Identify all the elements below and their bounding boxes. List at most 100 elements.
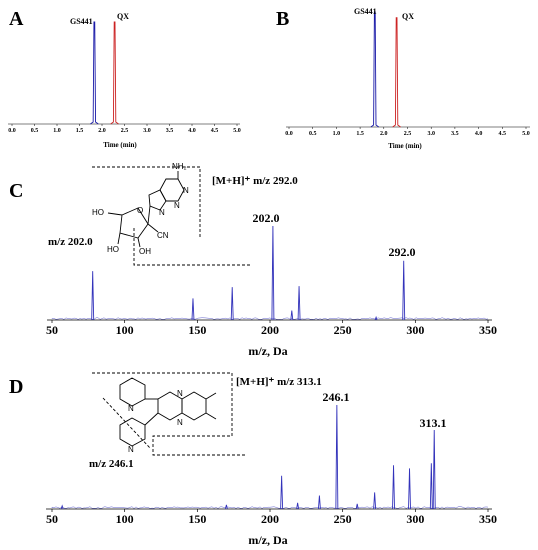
methyl-bond-1 <box>205 392 217 400</box>
pyridyl-bond-2 <box>144 412 159 426</box>
spectrum-d-tick-label: 150 <box>188 512 206 526</box>
spectrum-d-tick-label: 50 <box>46 512 58 526</box>
chromatogram-b-ticks: 0.0 0.5 1.0 1.5 2.0 2.5 3.0 3.5 4.0 4.5 5.0 <box>285 127 530 137</box>
atom-n-1: N <box>183 186 189 195</box>
chrom-a-tick-label: 1.0 <box>53 128 61 134</box>
fragment-cleavage-line <box>102 397 151 449</box>
fragment-label-c: m/z 202.0 <box>48 236 93 248</box>
chrom-b-tick-label: 3.5 <box>451 131 459 137</box>
atom-ho: HO <box>92 208 104 217</box>
atom-oh: OH <box>139 247 151 256</box>
spectrum-c-tick-label: 100 <box>116 323 134 337</box>
spectrum-c-peak-273 <box>374 315 378 321</box>
spectrum-c-peak-215 <box>290 310 294 321</box>
spectrum-c-ticks: 50 100 150 200 250 300 350 <box>46 320 497 337</box>
spectrum-d-tick-label: 300 <box>406 512 424 526</box>
fragment-box-d <box>92 372 245 456</box>
pyridine-ring-2 <box>119 417 146 447</box>
chrom-a-trace-qx <box>110 21 119 125</box>
methyl-bond-2 <box>205 412 217 420</box>
spectrum-d-xlabel: m/z, Da <box>248 533 287 547</box>
atom-n-d3: N <box>177 389 183 398</box>
chrom-a-trace-gs441 <box>90 21 99 125</box>
spectrum-c-peak-220 <box>297 286 301 321</box>
spectrum-c-peak-78 <box>91 271 95 321</box>
spectrum-d-peak-260 <box>355 503 359 510</box>
chrom-a-tick-label: 5.0 <box>233 128 241 134</box>
chrom-b-tick-label: 0.0 <box>285 131 293 137</box>
chrom-a-tick-label: 0.5 <box>31 128 39 134</box>
spectrum-d-noise <box>51 506 489 509</box>
chrom-a-tick-label: 2.5 <box>121 128 129 134</box>
spectrum-c-peak-202 <box>271 225 275 321</box>
hydroxymethyl-bond <box>107 212 123 216</box>
panel-letter-a: A <box>9 8 24 30</box>
atom-ho-2: HO <box>107 245 119 254</box>
panel-letter-d: D <box>9 376 23 398</box>
chromatogram-a-ticks: 0.0 0.5 1.0 1.5 2.0 2.5 3.0 3.5 4.0 4.5 5.0 <box>8 124 241 134</box>
spectrum-d-peak-246 <box>335 404 339 510</box>
atom-cn: CN <box>157 231 169 240</box>
chrom-b-trace-qx <box>392 17 401 128</box>
chrom-a-tick-label: 4.0 <box>188 128 196 134</box>
hydroxyl-bond-2 <box>137 237 141 248</box>
spectrum-d-baseline <box>51 506 489 509</box>
spectrum-d-tick-label: 350 <box>479 512 497 526</box>
chrom-b-tick-label: 5.0 <box>522 131 530 137</box>
chrom-a-tick-label: 0.0 <box>8 128 16 134</box>
spectrum-d-ticks: 50 100 150 200 250 300 350 <box>46 509 497 526</box>
spectrum-d-peak-208 <box>280 475 284 510</box>
chromatogram-b: 0.0 0.5 1.0 1.5 2.0 2.5 3.0 3.5 4.0 4.5 5.0 Time (… <box>285 7 530 150</box>
spectrum-d-peak-285 <box>392 465 395 510</box>
chromatogram-a-traces <box>90 21 119 125</box>
pyrrole-ring <box>148 189 167 211</box>
fragment-box-c-top <box>92 166 201 237</box>
spectrum-c-noise <box>51 317 489 320</box>
precursor-label-d: [M+H]⁺ m/z 313.1 <box>236 376 322 388</box>
peak-name-qx-b: QX <box>402 12 414 21</box>
chrom-a-tick-label: 1.5 <box>76 128 84 134</box>
peak-label-202: 202.0 <box>253 211 280 225</box>
chrom-b-trace-gs441 <box>370 11 380 128</box>
ribose-ring <box>119 207 149 239</box>
peak-name-gs441-b: GS441 <box>354 7 377 16</box>
spectrum-d-peak-296 <box>408 468 411 510</box>
peak-name-gs441-a: GS441 <box>70 17 93 26</box>
spectrum-d-peak-272 <box>373 492 377 510</box>
triazine-ring <box>159 178 185 202</box>
spectrum-c-peak-292 <box>402 260 406 321</box>
atom-n-d2: N <box>128 445 134 454</box>
atom-nh2: NH₂ <box>172 162 187 171</box>
spectrum-c-tick-label: 50 <box>46 323 58 337</box>
spectrum-c-peak-174 <box>230 287 234 321</box>
chrom-b-tick-label: 2.0 <box>380 131 388 137</box>
mass-spectrum-d: 50 100 150 200 250 300 350 m/z, Da 246.1 313.1… <box>46 372 497 547</box>
peak-label-246: 246.1 <box>323 390 350 404</box>
spectrum-c-peak-147 <box>191 298 195 321</box>
precursor-label-c: [M+H]⁺ m/z 292.0 <box>212 175 298 187</box>
panel-letter-c: C <box>9 180 23 202</box>
chrom-b-tick-label: 1.0 <box>333 131 341 137</box>
chrom-b-tick-label: 3.0 <box>427 131 435 137</box>
peak-name-qx-a: QX <box>117 12 129 21</box>
panel-letter-b: B <box>276 8 289 30</box>
hydroxyl-bond-1 <box>117 232 121 245</box>
chrom-a-tick-label: 2.0 <box>98 128 106 134</box>
spectrum-c-peaks <box>91 225 406 321</box>
chrom-a-tick-label: 4.5 <box>211 128 219 134</box>
chrom-b-tick-label: 0.5 <box>309 131 317 137</box>
peak-label-313: 313.1 <box>420 416 447 430</box>
spectrum-c-tick-label: 200 <box>261 323 279 337</box>
spectrum-c-tick-label: 350 <box>479 323 497 337</box>
spectrum-d-peaks <box>60 404 436 510</box>
spectrum-d-tick-label: 100 <box>116 512 134 526</box>
spectrum-c-tick-label: 300 <box>406 323 424 337</box>
cyano-bond <box>147 223 159 233</box>
atom-n-3: N <box>159 208 165 217</box>
chrom-a-tick-label: 3.0 <box>143 128 151 134</box>
fragment-box-c-bottom <box>133 228 250 266</box>
chrom-b-tick-label: 2.5 <box>404 131 412 137</box>
spectrum-d-peak-170 <box>224 504 228 510</box>
chrom-b-tick-label: 4.5 <box>499 131 507 137</box>
